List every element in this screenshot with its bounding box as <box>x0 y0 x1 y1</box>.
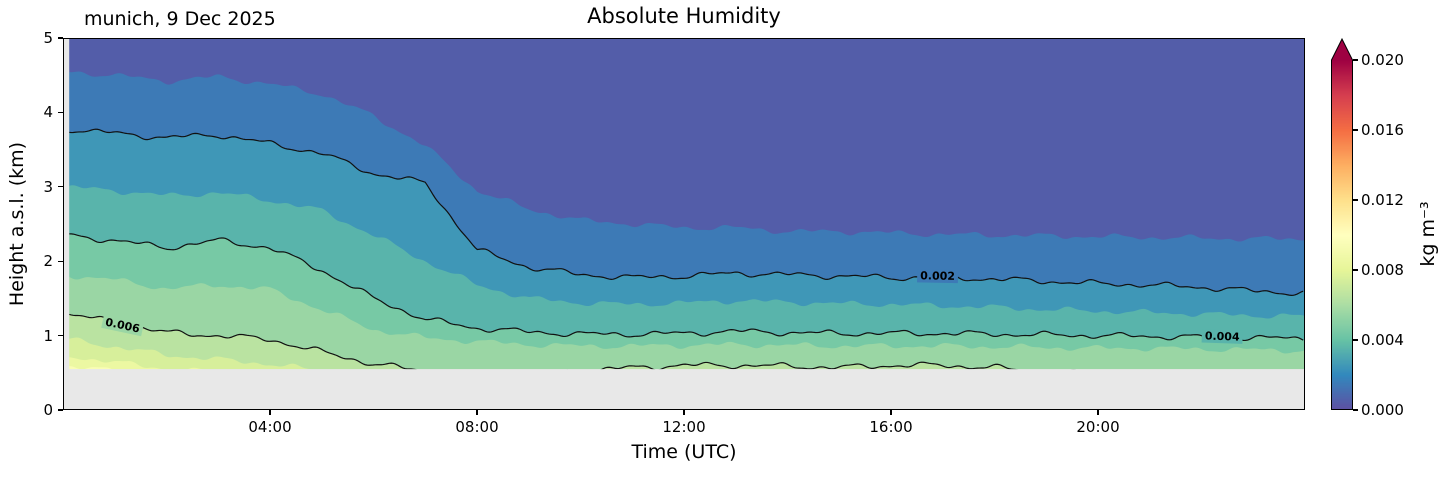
y-tick-label: 5 <box>43 29 53 47</box>
y-tick-label: 3 <box>43 177 53 196</box>
y-tick-mark <box>58 260 63 262</box>
x-tick-mark <box>269 410 271 415</box>
y-axis-label: Height a.s.l. (km) <box>6 141 28 307</box>
x-tick-label: 20:00 <box>1076 418 1120 436</box>
x-tick-mark <box>476 410 478 415</box>
chart-title: Absolute Humidity <box>587 4 781 28</box>
colorbar-tick-label: 0.012 <box>1361 191 1404 209</box>
x-tick-mark <box>683 410 685 415</box>
y-tick-mark <box>58 37 63 39</box>
colorbar-tick-label: 0.016 <box>1361 121 1404 139</box>
colorbar-tick-mark <box>1353 269 1358 271</box>
contour-plot-canvas <box>63 38 1305 410</box>
colorbar-label: kg m⁻³ <box>1417 201 1439 267</box>
y-tick-mark <box>58 335 63 337</box>
x-tick-label: 16:00 <box>869 418 913 436</box>
y-tick-label: 1 <box>43 326 53 345</box>
colorbar-tick-label: 0.008 <box>1361 261 1404 279</box>
colorbar-canvas <box>1331 38 1353 410</box>
colorbar-tick-mark <box>1353 199 1358 201</box>
colorbar-tick-mark <box>1353 339 1358 341</box>
colorbar-tick-mark <box>1353 409 1358 411</box>
colorbar-tick-mark <box>1353 59 1358 61</box>
y-tick-mark <box>58 409 63 411</box>
y-tick-label: 4 <box>43 103 53 122</box>
x-tick-mark <box>1097 410 1099 415</box>
colorbar-tick-label: 0.004 <box>1361 331 1404 349</box>
colorbar-tick-mark <box>1353 129 1358 131</box>
colorbar-tick-label: 0.020 <box>1361 51 1404 69</box>
y-tick-label: 2 <box>43 252 53 271</box>
x-tick-label: 08:00 <box>455 418 499 436</box>
y-tick-mark <box>58 111 63 113</box>
x-axis-label: Time (UTC) <box>631 441 737 463</box>
y-tick-mark <box>58 186 63 188</box>
x-tick-label: 04:00 <box>248 418 292 436</box>
x-tick-mark <box>890 410 892 415</box>
station-date-annotation: munich, 9 Dec 2025 <box>84 8 276 30</box>
colorbar-tick-label: 0.000 <box>1361 401 1404 419</box>
x-tick-label: 12:00 <box>662 418 706 436</box>
y-tick-label: 0 <box>43 401 53 419</box>
